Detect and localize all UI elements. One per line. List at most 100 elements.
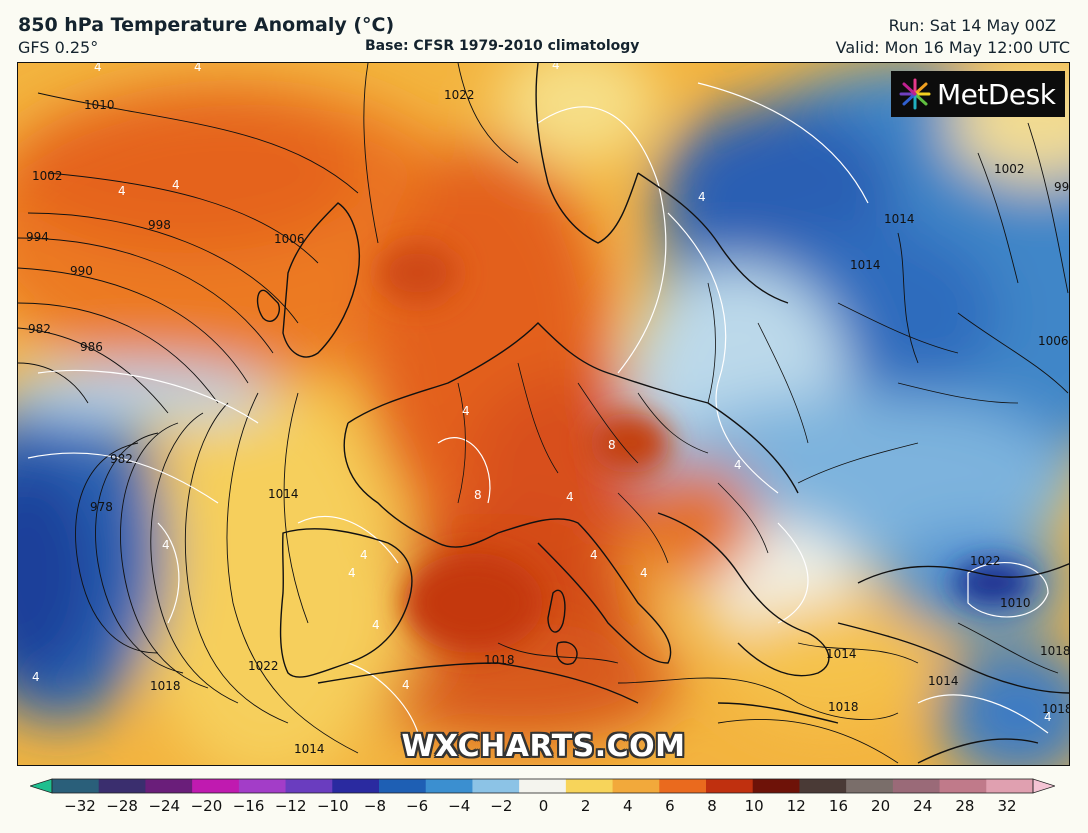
isobar-label: 1014 [294, 742, 325, 756]
anomaly-label: 4 [402, 678, 410, 692]
colorbar-segment [706, 779, 754, 793]
isobar-label: 1014 [884, 212, 915, 226]
colorbar-tick-label: 24 [913, 797, 933, 815]
colorbar-tick-label: −6 [406, 797, 429, 815]
anomaly-label: 4 [1044, 710, 1052, 724]
colorbar-segment [145, 779, 193, 793]
anomaly-label: 4 [172, 178, 180, 192]
anomaly-label: 4 [360, 548, 368, 562]
isobar-label: 1006 [1038, 334, 1069, 348]
isobar-label: 986 [80, 340, 103, 354]
colorbar-segment [752, 779, 800, 793]
colorbar-segment [285, 779, 333, 793]
isobar-label: 978 [90, 500, 113, 514]
colorbar-segment [892, 779, 941, 793]
colorbar-segment [612, 779, 660, 793]
isobar-label: 1014 [850, 258, 881, 272]
colorbar-segment [519, 779, 567, 793]
anomaly-label: 4 [462, 404, 470, 418]
isobar-label: 1022 [248, 659, 279, 673]
colorbar-segment [939, 779, 987, 793]
colorbar-segment [238, 779, 287, 793]
anomaly-label: 4 [194, 63, 202, 74]
colorbar-segment [379, 779, 427, 793]
anomaly-label: 4 [94, 63, 102, 74]
anomaly-label: 4 [348, 566, 356, 580]
isobar-label: 1014 [928, 674, 959, 688]
anomaly-label: 4 [566, 490, 574, 504]
anomaly-label: 4 [698, 190, 706, 204]
colorbar-tick-label: 32 [997, 797, 1017, 815]
isobar-label: 1014 [826, 647, 857, 661]
isobar-label: 1018 [484, 653, 515, 667]
isobar-label: 1018 [828, 700, 859, 714]
colorbar-segments [30, 778, 1055, 794]
isobar-label: 1018 [1042, 702, 1070, 716]
isobar-label: 1022 [444, 88, 475, 102]
colorbar-tick-label: −10 [316, 797, 349, 815]
metdesk-burst-icon [899, 78, 931, 110]
anomaly-label: 8 [474, 488, 482, 502]
colorbar-tick-label: −20 [190, 797, 223, 815]
colorbar-segment [98, 779, 146, 793]
anomaly-label: 4 [734, 458, 742, 472]
isobar-labels: 1010 1002 998 994 990 982 986 978 982 10… [26, 88, 1070, 756]
anomaly-label: 4 [590, 548, 598, 562]
colorbar-border [51, 778, 1034, 794]
colorbar-segment [659, 779, 707, 793]
anomaly-map: 1010 1002 998 994 990 982 986 978 982 10… [18, 63, 1070, 765]
anomaly-labels: 4 4 4 4 4 4 8 8 4 4 4 4 4 4 4 4 4 4 4 4 [32, 63, 1052, 724]
colorbar-tick-label: 20 [871, 797, 891, 815]
colorbar-segment [192, 779, 240, 793]
colorbar-tick-label: −32 [64, 797, 96, 815]
wxcharts-watermark: WXCHARTS.COM [401, 729, 686, 764]
run-time-label: Run: Sat 14 May 00Z [888, 16, 1056, 35]
colorbar-segment [846, 779, 894, 793]
anomaly-label: 4 [32, 670, 40, 684]
colorbar-tick-label: 2 [580, 797, 591, 815]
colorbar-max-arrow [1032, 778, 1055, 794]
isobar-label: 1006 [274, 232, 305, 246]
chart-title: 850 hPa Temperature Anomaly (°C) [18, 14, 395, 36]
metdesk-logo: MetDesk [891, 71, 1065, 117]
anomaly-label: 4 [118, 184, 126, 198]
isobar-label: 994 [26, 230, 49, 244]
colorbar-tick-label: 0 [538, 797, 549, 815]
isobars [18, 63, 1069, 764]
isobar-label: 1002 [994, 162, 1025, 176]
anomaly-label: 4 [372, 618, 380, 632]
isobar-label: 1010 [1000, 596, 1031, 610]
metdesk-logo-text: MetDesk [937, 77, 1056, 111]
colorbar-tick-label: 10 [744, 797, 764, 815]
colorbar-tick-label: 28 [955, 797, 975, 815]
colorbar-segment [472, 779, 520, 793]
isobar-label: 998 [1054, 180, 1070, 194]
colorbar [30, 778, 1055, 794]
map-panel: 1010 1002 998 994 990 982 986 978 982 10… [17, 62, 1070, 766]
colorbar-segment [986, 779, 1034, 793]
colorbar-tick-label: −24 [148, 797, 181, 815]
colorbar-tick-label: −28 [106, 797, 138, 815]
isobar-label: 1002 [32, 169, 63, 183]
colorbar-tick-label: −12 [274, 797, 307, 815]
isobar-label: 1018 [150, 679, 181, 693]
colorbar-segment [565, 779, 614, 793]
colorbar-tick-label: −16 [232, 797, 265, 815]
model-label: GFS 0.25° [18, 38, 99, 57]
isobar-label: 1010 [84, 98, 115, 112]
isobar-label: 998 [148, 218, 171, 232]
colorbar-tick-label: 12 [786, 797, 806, 815]
colorbar-segment [332, 779, 380, 793]
isobar-label: 1014 [268, 487, 299, 501]
anomaly-label: 4 [640, 566, 648, 580]
colorbar-min-arrow [30, 778, 53, 794]
colorbar-tick-label: 8 [707, 797, 717, 815]
isobar-label: 1022 [970, 554, 1001, 568]
anomaly-label: 4 [162, 538, 170, 552]
colorbar-tick-label: 16 [828, 797, 848, 815]
country-borders [457, 282, 1019, 564]
isobar-label: 990 [70, 264, 93, 278]
coastlines [256, 63, 1069, 764]
colorbar-segment [52, 779, 100, 793]
anomaly-contours [27, 82, 1049, 734]
